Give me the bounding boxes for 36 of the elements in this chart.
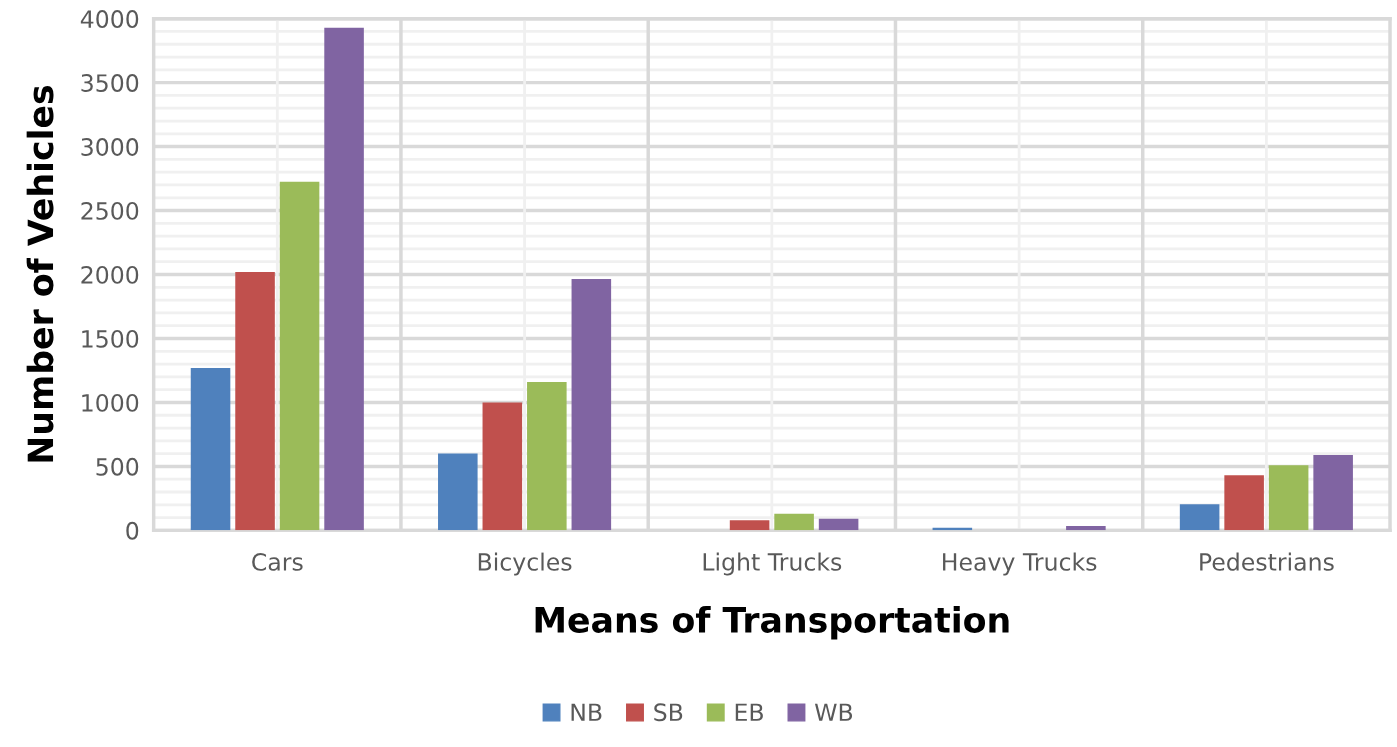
bar xyxy=(235,271,275,531)
y-tick-label: 1500 xyxy=(82,329,139,348)
y-tick-label: 0 xyxy=(126,521,139,540)
bar xyxy=(571,279,612,531)
bar xyxy=(729,520,770,531)
x-tick-label: Pedestrians xyxy=(1200,552,1334,571)
bar xyxy=(324,27,364,531)
bar xyxy=(438,453,478,531)
y-tick-label: 2000 xyxy=(81,265,139,284)
bar xyxy=(1268,465,1309,531)
bar xyxy=(774,513,814,531)
bar xyxy=(482,402,523,531)
legend-label: NB xyxy=(571,703,602,721)
bar xyxy=(190,367,231,531)
x-tick-label: Bicycles xyxy=(478,552,572,576)
bar xyxy=(279,181,320,531)
legend-label: EB xyxy=(735,703,763,721)
y-tick-label: 2500 xyxy=(81,202,139,220)
bar xyxy=(527,381,567,531)
bar xyxy=(1224,475,1264,531)
x-tick-label: Light Trucks xyxy=(703,552,842,576)
x-axis-title: Means of Transportation xyxy=(535,606,1009,640)
bar xyxy=(1313,454,1353,531)
x-tick-label: Cars xyxy=(252,553,303,571)
legend-label: SB xyxy=(654,703,683,722)
x-tick-label: Heavy Trucks xyxy=(943,552,1097,576)
y-axis-title: Number of Vehicles xyxy=(26,85,54,462)
bar xyxy=(818,518,859,531)
y-tick-label: 500 xyxy=(96,457,139,476)
legend-label: WB xyxy=(814,703,853,721)
y-tick-label: 4000 xyxy=(80,10,139,28)
y-tick-label: 3500 xyxy=(81,74,139,92)
bar xyxy=(1179,504,1220,531)
y-tick-label: 1000 xyxy=(82,393,139,412)
bar xyxy=(1066,525,1106,531)
y-tick-label: 3000 xyxy=(81,138,139,156)
